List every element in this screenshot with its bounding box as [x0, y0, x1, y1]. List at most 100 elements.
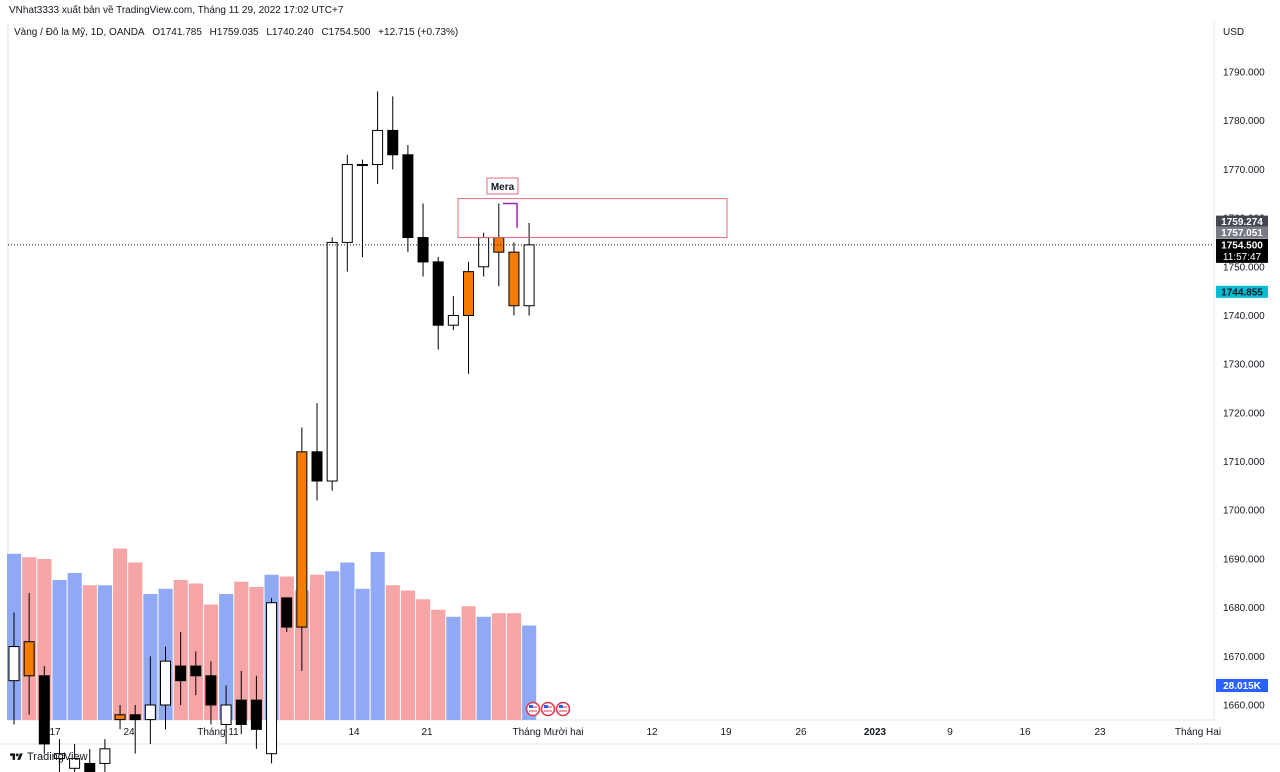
candle-body: [432, 261, 444, 326]
candle-body: [250, 699, 262, 730]
volume-bar: [67, 573, 82, 720]
candle-body: [160, 660, 171, 706]
us-flag-event-icon[interactable]: [540, 701, 556, 717]
price-axis-label: 1710.000: [1223, 457, 1265, 468]
volume-bar: [476, 616, 491, 720]
currency-label: USD: [1223, 27, 1245, 38]
tradingview-logo-icon: [10, 753, 23, 760]
volume-bar: [446, 616, 461, 720]
candle-body: [417, 237, 429, 263]
price-axis-label: 1690.000: [1223, 554, 1265, 565]
flag-canton: [559, 705, 563, 708]
volume-bar: [234, 581, 249, 720]
price-tag: [1216, 285, 1268, 298]
candle-body: [175, 665, 187, 682]
volume-bar: [113, 548, 128, 720]
volume-bar: [97, 585, 113, 720]
volume-bar: [128, 562, 143, 720]
mera-label: Mera: [491, 182, 515, 193]
volume-bar: [219, 594, 234, 720]
candle-body: [114, 714, 126, 721]
us-flag-event-icon[interactable]: [525, 701, 541, 717]
legend-symbol[interactable]: Vàng / Đô la Mỹ, 1D, OANDA: [14, 27, 145, 38]
time-axis-label: 14: [348, 727, 360, 738]
candle-body: [508, 251, 520, 307]
time-axis-label: 16: [1019, 727, 1031, 738]
volume-bar: [431, 609, 446, 720]
mera-label-box: [486, 177, 519, 195]
time-axis-label: Tháng Hai: [1175, 727, 1221, 738]
price-axis-label: 1770.000: [1223, 165, 1265, 176]
volume-tag: [1216, 679, 1268, 692]
volume-bar: [370, 552, 385, 720]
candle-body: [402, 154, 414, 239]
price-axis-label: 1700.000: [1223, 506, 1265, 517]
legend-change: +12.715 (+0.73%): [378, 27, 459, 38]
candle-body: [235, 699, 247, 725]
time-axis-label: 21: [421, 727, 433, 738]
volume-bar: [506, 613, 522, 720]
candle-body: [387, 129, 399, 156]
volume-bar: [52, 580, 67, 720]
price-axis-label: 1730.000: [1223, 360, 1265, 371]
candle-body: [266, 602, 278, 755]
candle-body: [144, 704, 156, 721]
legend-low: L1740.240: [266, 27, 314, 38]
candle-body: [205, 675, 217, 706]
mera-zone-box[interactable]: [457, 198, 728, 239]
candle-body: [296, 451, 308, 628]
volume-tag-value: 28.015K: [1223, 681, 1262, 692]
price-tag: [1216, 215, 1268, 228]
volume-bar: [340, 562, 355, 720]
time-axis-label: 23: [1094, 727, 1106, 738]
candle-body: [129, 714, 141, 721]
candle-body: [38, 675, 50, 745]
candle-body: [53, 753, 65, 760]
volume-bar: [325, 571, 340, 720]
volume-bar: [522, 625, 537, 720]
time-axis-label: 9: [947, 727, 953, 738]
candle-body: [69, 758, 81, 769]
candle-body: [99, 748, 111, 764]
legend-open: O1741.785: [152, 27, 202, 38]
candle-body: [8, 646, 20, 682]
candle-body: [523, 244, 535, 307]
price-tag-value: 1754.500: [1221, 240, 1263, 251]
volume-bar: [82, 585, 97, 720]
volume-bar: [355, 588, 370, 720]
candle-body: [447, 314, 459, 326]
price-tag: [1216, 238, 1268, 263]
time-axis-label: 2023: [864, 727, 887, 738]
candle-body: [281, 597, 293, 628]
candle-body: [220, 704, 232, 725]
price-tag-value: 1757.051: [1221, 228, 1263, 239]
price-axis-label: 1740.000: [1223, 311, 1265, 322]
price-axis-label: 1680.000: [1223, 603, 1265, 614]
price-tag-countdown: 11:57:47: [1223, 252, 1262, 263]
us-flag-event-icon[interactable]: [555, 701, 571, 717]
candle-body: [23, 641, 35, 677]
candle-body: [341, 164, 353, 243]
volume-bar: [249, 587, 264, 720]
time-axis-label: 12: [646, 727, 658, 738]
time-axis-label: Tháng 11: [197, 727, 239, 738]
projection-marker: [503, 202, 518, 228]
candle-body: [356, 164, 368, 167]
footer-brand[interactable]: TradingView: [0, 748, 200, 768]
publisher-header: VNhat3333 xuất bản về TradingView.com, T…: [9, 5, 344, 16]
candle-body: [326, 241, 338, 482]
volume-bar: [400, 590, 416, 720]
candle-body: [84, 762, 96, 772]
volume-bar: [491, 613, 506, 720]
price-axis-label: 1670.000: [1223, 652, 1265, 663]
time-axis-label: Tháng Mười hai: [512, 727, 583, 738]
candle-body: [493, 237, 505, 253]
time-axis-label: 17: [49, 727, 61, 738]
time-axis-label: 19: [720, 727, 732, 738]
candle-body: [190, 665, 202, 677]
flag-canton: [544, 705, 548, 708]
symbol-legend: Vàng / Đô la Mỹ, 1D, OANDA O1741.785 H17…: [14, 24, 463, 42]
time-axis-label: 26: [795, 727, 807, 738]
legend-close: C1754.500: [321, 27, 371, 38]
